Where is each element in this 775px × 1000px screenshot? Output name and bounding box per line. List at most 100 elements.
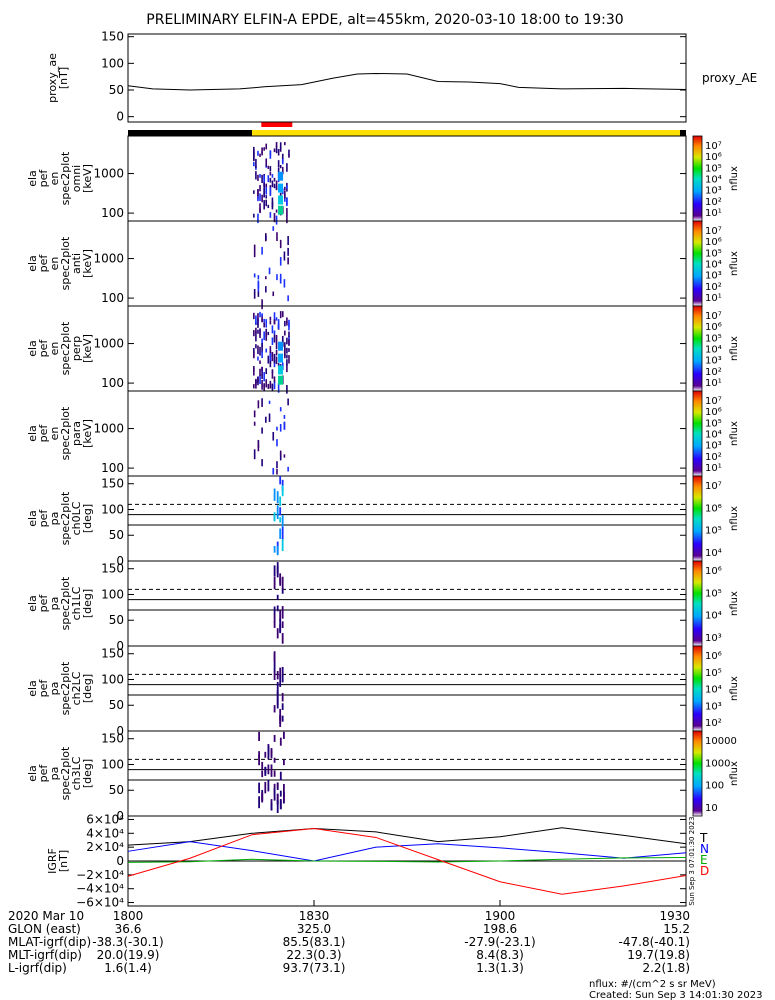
panel-pa_ch3-pixel: [276, 793, 279, 804]
panel-igrf-ytick-label-4: −2×10⁴: [76, 868, 124, 882]
panel-en_perp-pixel: [288, 338, 290, 346]
panel-en_para-colorbar-tick-2: 10⁵: [705, 418, 722, 429]
footer-cell-4-2: 93.7(73.1): [283, 961, 346, 975]
panel-en_omni-pixel: [271, 174, 274, 178]
panel-proxy_ae-ytick-label-3: 0: [116, 110, 124, 124]
panel-en_para-pixel: [283, 454, 286, 458]
panel-en_anti-ylabel-3: spec2plot: [59, 236, 72, 290]
panel-en_anti-pixel: [261, 299, 263, 310]
panel-pa_ch2-ytick-label-3: 0: [116, 724, 124, 738]
panel-en_omni-pixel: [277, 160, 280, 168]
panel-en_perp-colorbar-tick-1: 10⁶: [705, 322, 722, 333]
panel-pa_ch3-pixel: [267, 764, 270, 775]
panel-pa_ch0-ylabel-0: ela: [26, 510, 39, 527]
panel-en_perp-pixel: [269, 352, 272, 361]
panel-en_perp-pixel: [269, 360, 272, 368]
panel-en_omni-pixel: [265, 143, 268, 150]
panel-en_omni-colorbar-tick-0: 10⁷: [705, 141, 722, 152]
panel-pa_ch0-pixel: [276, 546, 279, 556]
panel-pa_ch0-pixel: [279, 496, 282, 507]
panel-pa_ch3-pixel: [279, 771, 282, 781]
panel-en_omni-pixel: [263, 200, 265, 210]
panel-en_omni-pixel: [275, 209, 278, 213]
panel-en_omni-pixel: [286, 185, 288, 189]
panel-en_omni-pixel: [255, 171, 257, 180]
panel-pa_ch1-pixel: [276, 562, 279, 574]
panel-en_perp-colorbar: [692, 305, 703, 392]
panel-proxy_ae-ytick-label-1: 100: [101, 56, 124, 70]
panel-en_perp-pixel: [279, 311, 282, 319]
panel-en_perp-colorbar-tick-3: 10⁴: [705, 345, 722, 356]
panel-pa_ch2-pixel: [281, 715, 284, 722]
panel-en_perp-pixel: [267, 383, 270, 389]
panel-pa_ch2-ylabel-3: spec2plot: [59, 661, 72, 715]
panel-en_perp-pixel: [261, 366, 263, 372]
panel-en_perp-pixel: [259, 360, 261, 364]
panel-pa_ch2-spectrogram: [273, 651, 284, 727]
panel-en_para-ylabel-5: [keV]: [81, 419, 94, 448]
panel-en_perp-pixel: [273, 376, 276, 383]
panel-en_perp-pixel: [281, 311, 284, 318]
panel-en_anti-pixel: [283, 251, 286, 261]
panel-pa_ch2-pixel: [273, 660, 276, 673]
panel-en_perp-ytick-label-0: 1000: [93, 337, 124, 351]
panel-pa_ch1-pixel: [279, 618, 282, 632]
panel-en_anti-pixel: [276, 274, 278, 281]
panel-en_perp-pixel: [269, 320, 272, 325]
panel-igrf-legend-N: N: [700, 842, 709, 856]
panel-en_perp-ylabel-5: [keV]: [81, 334, 94, 363]
panel-pa_ch3-ylabel-4: ch3LC: [70, 756, 83, 790]
panel-en_perp-pixel: [261, 374, 263, 380]
panel-pa_ch2-pixel: [281, 692, 284, 702]
panel-en_omni-colorbar-tick-6: 10¹: [705, 208, 722, 219]
panel-en_perp-pixel: [257, 376, 259, 386]
panel-en_para-pixel: [257, 400, 260, 409]
panel-pa_ch1-ylabel-1: pef: [37, 594, 50, 613]
panel-pa_ch0-spectrogram: [273, 476, 284, 556]
panel-en_perp-pixel: [271, 383, 274, 391]
panel-igrf-line-T: [127, 827, 687, 846]
footer-cell-3-3: 8.4(8.3): [476, 948, 524, 962]
panel-en_anti-colorbar-tick-0: 10⁷: [705, 226, 722, 237]
panel-en_perp-colorbar-tick-0: 10⁷: [705, 311, 722, 322]
panel-en_perp-pixel: [265, 368, 268, 375]
panel-pa_ch3-pixel: [267, 779, 270, 792]
panel-pa_ch3-pixel: [258, 731, 260, 742]
panel-pa_ch3-pixel: [267, 745, 270, 757]
panel-en_anti-pixel: [279, 257, 282, 266]
panel-en_omni-pixel: [267, 165, 270, 169]
panel-en_para-pixel: [261, 459, 263, 467]
panel-en_omni-pixel: [257, 213, 259, 224]
panel-en_perp-pixel: [275, 343, 278, 350]
panel-pa_ch2-ylabel-4: ch2LC: [70, 671, 83, 705]
panel-en_perp-pixel: [271, 337, 274, 345]
panel-igrf-ytick-label-0: 6×10⁴: [86, 812, 124, 826]
panel-pa_ch1-pixel: [273, 621, 276, 628]
panel-en_omni-ylabel-4: omni: [70, 165, 83, 192]
panel-pa_ch3-pixel: [264, 751, 267, 758]
panel-en_perp-spectrogram: [253, 311, 290, 394]
panel-en_perp-pixel: [281, 335, 284, 346]
panel-en_omni-pixel: [267, 204, 270, 209]
panel-en_perp-pixel-core-3: [278, 375, 284, 385]
panel-pa_ch2-pixel: [273, 705, 276, 713]
panel-en_omni-spectrogram: [253, 142, 290, 225]
panel-pa_ch1-ylabel-5: [deg]: [81, 589, 94, 618]
panel-en_omni-pixel: [265, 158, 268, 167]
panel-en_perp-pixel: [284, 330, 286, 336]
panel-pa_ch3-pixel: [279, 790, 282, 797]
footer-cell-2-1: -38.3(-30.1): [92, 935, 163, 949]
panel-pa_ch2-ytick-label-1: 100: [101, 672, 124, 686]
panel-en_omni-pixel: [253, 162, 255, 167]
panel-en_anti-colorbar-tick-3: 10⁴: [705, 260, 722, 271]
panel-igrf-ytick-label-1: 4×10⁴: [86, 826, 124, 840]
panel-pa_ch0-pixel: [279, 476, 282, 485]
panel-pa_ch0-frame: [127, 475, 687, 562]
panel-pa_ch1-pixel: [273, 576, 276, 590]
panel-pa_ch1-ylabel-2: pa: [48, 597, 61, 611]
panel-en_omni-pixel: [265, 190, 268, 195]
panel-pa_ch0-ylabel-2: pa: [48, 512, 61, 526]
panel-pa_ch3-pixel: [283, 759, 285, 766]
panel-en_perp-pixel-core-2: [278, 365, 284, 375]
panel-en_perp-pixel: [273, 312, 276, 321]
